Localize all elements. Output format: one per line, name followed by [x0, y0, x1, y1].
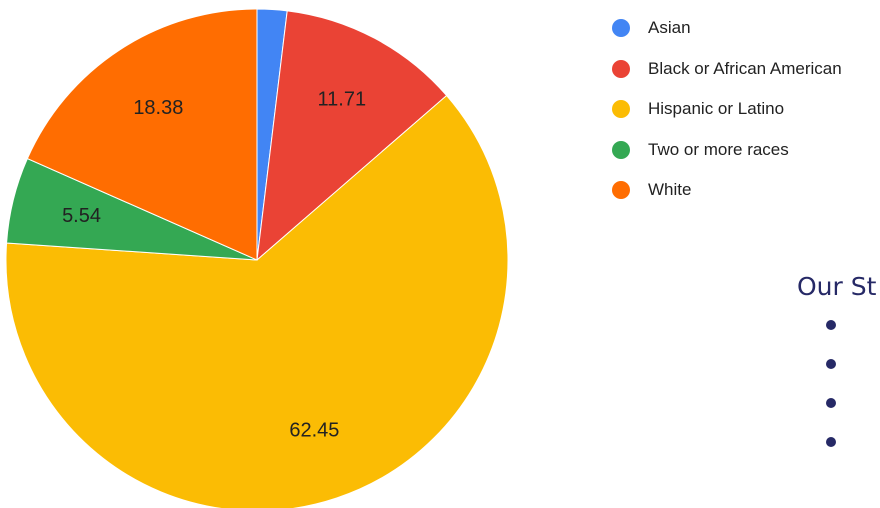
side-panel-bullets — [826, 320, 836, 476]
legend-item-black-or-african-american: Black or African American — [612, 49, 842, 90]
data-label-hispanic-or-latino: 62.45 — [289, 420, 339, 442]
pie-slice-hispanic-or-latino — [5, 94, 509, 508]
legend-swatch — [612, 59, 630, 78]
bullet-point — [826, 359, 836, 369]
legend-item-white: White — [612, 170, 842, 211]
legend-label: Black or African American — [648, 58, 842, 78]
legend-label: Hispanic or Latino — [648, 99, 785, 119]
chart-legend: Asian Black or African American Hispanic o… — [612, 8, 842, 211]
legend-swatch — [612, 100, 630, 119]
legend-label: White — [648, 180, 692, 200]
legend-item-two-or-more-races: Two or more races — [612, 130, 842, 171]
data-label-black-or-african-american: 11.71 — [318, 89, 367, 111]
legend-item-hispanic-or-latino: Hispanic or Latino — [612, 89, 842, 130]
pie-slice-black-or-african-american — [256, 10, 448, 262]
side-panel-title: Our St — [797, 272, 877, 301]
pie-slice-white — [26, 8, 258, 261]
legend-label: Two or more races — [648, 139, 789, 159]
legend-item-asian: Asian — [612, 8, 842, 49]
data-label-two-or-more-races: 5.54 — [62, 205, 101, 227]
legend-swatch — [612, 140, 630, 159]
legend-swatch — [612, 181, 630, 200]
legend-swatch — [612, 19, 630, 38]
legend-label: Asian — [648, 18, 691, 38]
bullet-point — [826, 437, 836, 447]
bullet-point — [826, 398, 836, 408]
bullet-point — [826, 320, 836, 330]
data-label-white: 18.38 — [133, 97, 183, 119]
pie-chart: 11.71 62.45 5.54 18.38 — [5, 8, 509, 508]
